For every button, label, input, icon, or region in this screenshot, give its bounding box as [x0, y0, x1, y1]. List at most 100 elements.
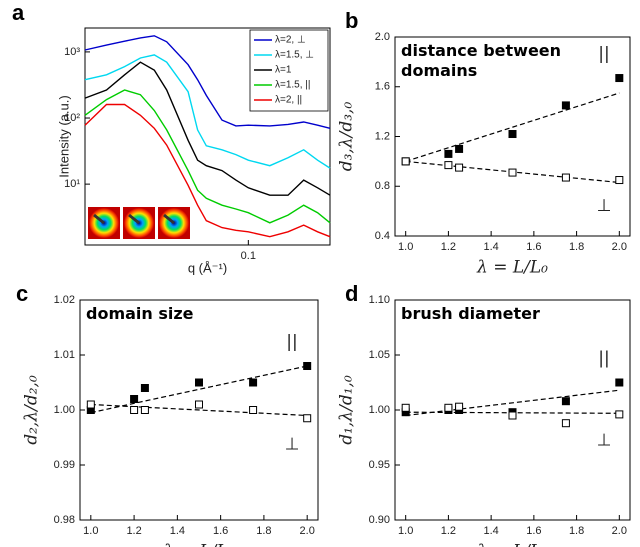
data-point — [249, 406, 258, 414]
fit-line — [90, 403, 308, 417]
x-tick-label: 1.8 — [569, 525, 584, 537]
plot-frame — [84, 27, 331, 246]
legend-label: λ=1.5, || — [275, 80, 311, 91]
data-point — [130, 395, 139, 403]
x-axis-label: λ = L/L₀ — [476, 258, 548, 278]
data-point — [561, 419, 570, 428]
data-point — [444, 403, 453, 412]
y-axis-label: Intensity (a.u.) — [56, 95, 71, 177]
panel-title: domain size — [86, 304, 194, 323]
x-tick-label: 1.8 — [256, 525, 271, 537]
data-point — [508, 168, 517, 177]
x-tick-label: 1.4 — [170, 525, 185, 537]
y-tick-label: 0.90 — [369, 514, 390, 526]
x-tick-label: 1.6 — [526, 241, 541, 253]
legend-label: λ=2, ⊥ — [275, 35, 306, 46]
legend-label: λ=1 — [275, 65, 292, 76]
data-point — [195, 378, 203, 387]
panel-title: brush diameter — [401, 304, 540, 323]
series-label: || — [286, 332, 297, 352]
data-point — [140, 384, 149, 392]
panel-label: b — [345, 8, 358, 33]
data-line — [84, 61, 331, 196]
x-tick-label: 2.0 — [612, 241, 627, 253]
data-line — [84, 89, 331, 224]
y-tick-label: 0.8 — [375, 180, 390, 192]
data-point — [615, 410, 624, 419]
x-tick-label: 1.2 — [441, 241, 456, 253]
data-point — [140, 406, 149, 414]
x-axis-label: q (Å⁻¹) — [188, 260, 227, 275]
legend-label: λ=2, || — [275, 95, 302, 106]
panel-label: c — [16, 281, 28, 306]
data-point — [615, 74, 624, 83]
data-point — [195, 400, 203, 409]
series-label: || — [598, 349, 609, 369]
data-point — [444, 149, 453, 158]
x-tick-label: 1.4 — [483, 525, 498, 537]
y-tick-label: 1.00 — [54, 404, 75, 416]
x-tick-label: 0.1 — [241, 250, 256, 262]
panel-label: a — [12, 0, 25, 25]
y-axis-label: d₂,λ/d₂,₀ — [22, 375, 42, 445]
series-label: ⊥ — [597, 430, 612, 450]
panel-label: d — [345, 281, 358, 306]
x-axis-label: λ = L/L₀ — [163, 542, 235, 547]
series-label: || — [598, 44, 609, 64]
y-tick-label: 1.01 — [54, 349, 75, 361]
panel-title-box: domain size — [86, 304, 194, 323]
data-point — [561, 101, 570, 110]
x-tick-label: 1.4 — [483, 241, 498, 253]
x-tick-label: 1.0 — [83, 525, 98, 537]
series-label: ⊥ — [285, 434, 300, 454]
x-tick-label: 1.8 — [569, 241, 584, 253]
beamstop — [128, 213, 140, 225]
data-point — [401, 157, 410, 166]
inset-images — [88, 207, 190, 239]
data-point — [615, 378, 624, 387]
y-axis-label: d₁,λ/d₁,₀ — [337, 375, 357, 445]
y-tick-label: 0.98 — [54, 514, 75, 526]
panel-title-box: brush diameter — [401, 304, 540, 323]
x-tick-label: 1.0 — [398, 525, 413, 537]
y-tick-label: 1.2 — [375, 130, 390, 142]
data-point — [508, 130, 517, 139]
y-tick-label: 1.10 — [369, 294, 390, 306]
legend-label: λ=1.5, ⊥ — [275, 50, 314, 61]
y-tick-label: 10² — [64, 112, 80, 124]
beamstop — [93, 213, 105, 225]
panel-title: distance between domains — [401, 41, 562, 80]
y-tick-label: 10³ — [64, 46, 80, 58]
x-tick-label: 2.0 — [612, 525, 627, 537]
data-point — [455, 402, 464, 411]
data-point — [455, 144, 464, 153]
data-line — [84, 103, 331, 238]
data-point — [508, 411, 517, 420]
data-point — [561, 397, 570, 406]
x-tick-label: 2.0 — [300, 525, 315, 537]
y-tick-label: 0.95 — [369, 459, 390, 471]
x-tick-label: 1.6 — [213, 525, 228, 537]
fit-line — [90, 365, 308, 414]
y-tick-label: 0.99 — [54, 459, 75, 471]
y-tick-label: 1.00 — [369, 404, 390, 416]
y-tick-label: 10¹ — [64, 178, 80, 190]
data-point — [401, 403, 410, 412]
data-point — [249, 378, 258, 387]
x-tick-label: 1.6 — [526, 525, 541, 537]
fit-line — [405, 389, 620, 417]
beamstop — [163, 213, 175, 225]
data-point — [615, 176, 624, 185]
data-point — [561, 173, 570, 182]
data-point — [444, 161, 453, 170]
y-tick-label: 2.0 — [375, 31, 390, 43]
x-tick-label: 1.2 — [126, 525, 141, 537]
y-tick-label: 1.05 — [369, 349, 390, 361]
data-point — [303, 414, 312, 423]
data-line — [84, 35, 331, 129]
data-line — [84, 54, 331, 169]
y-tick-label: 1.6 — [375, 81, 390, 93]
panel-title-box: distance between domains — [401, 41, 562, 80]
x-tick-label: 1.2 — [441, 525, 456, 537]
